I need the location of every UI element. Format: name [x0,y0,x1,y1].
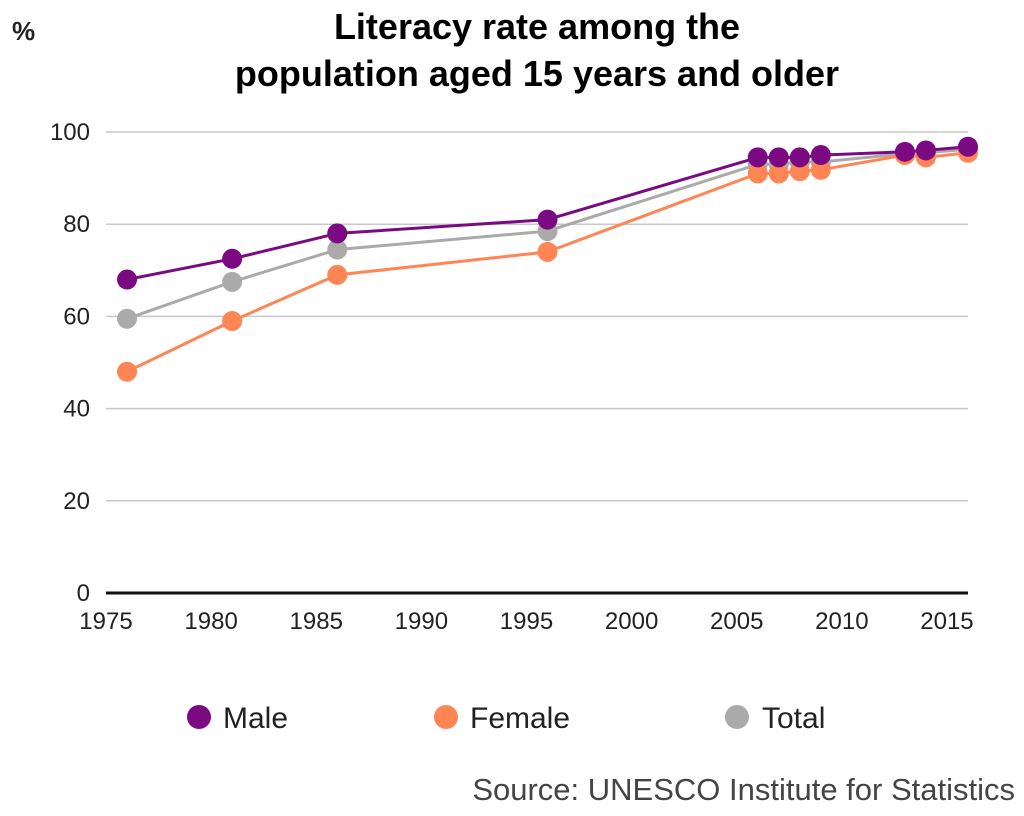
x-tick-label: 1985 [290,608,343,635]
data-point-female [768,163,789,184]
data-point-male [789,147,810,168]
data-point-male [327,223,348,244]
series-line-female [126,151,969,374]
legend-label-male: Male [223,702,288,735]
source-note: Source: UNESCO Institute for Statistics [472,772,1015,807]
y-tick-label: 60 [63,303,90,330]
data-point-male [810,145,831,166]
data-point-female [327,264,348,285]
data-point-female [117,361,138,382]
x-tick-label: 1975 [79,608,132,635]
legend-label-female: Female [470,702,570,735]
data-point-female [537,241,558,262]
data-point-male [117,269,138,290]
y-axis-ticks: 0 20 40 60 80 100 [50,119,90,607]
legend-label-total: Total [762,702,825,735]
data-point-male [768,147,789,168]
y-tick-label: 100 [50,119,90,146]
data-point-total [117,308,138,329]
data-point-female [222,311,243,332]
data-point-male [894,141,915,162]
data-point-male [958,136,978,157]
chart-title-line-1: Literacy rate among the [334,6,740,47]
data-point-female [747,163,768,184]
data-point-male [537,209,558,230]
data-point-male [915,140,936,161]
data-point-female [810,159,831,180]
y-axis-unit-label: % [12,16,35,46]
x-tick-label: 1980 [184,608,237,635]
data-point-total [222,271,243,292]
x-tick-label: 2005 [710,608,763,635]
legend-item-female: Female [434,702,570,735]
y-tick-label: 0 [77,580,90,607]
series-points [117,136,978,382]
y-tick-label: 20 [63,488,90,515]
legend-item-total: Total [725,702,825,735]
y-tick-label: 40 [63,396,90,423]
x-tick-label: 1995 [500,608,553,635]
chart-title-line-2: population aged 15 years and older [235,53,839,94]
x-tick-label: 2015 [920,608,973,635]
x-tick-label: 2000 [605,608,658,635]
legend-item-male: Male [187,702,288,735]
legend-marker-male [187,705,211,729]
data-point-male [222,248,243,269]
legend-marker-female [434,705,458,729]
x-tick-label: 2010 [815,608,868,635]
data-point-male [747,147,768,168]
x-tick-label: 1990 [395,608,448,635]
data-point-total [327,239,348,260]
y-tick-label: 80 [63,211,90,238]
legend-marker-total [725,705,749,729]
legend: Male Female Total [187,702,825,735]
gridlines [106,131,968,595]
x-axis-ticks: 1975 1980 1985 1990 1995 2000 2005 2010 2015 [79,608,973,635]
data-point-female [789,161,810,182]
